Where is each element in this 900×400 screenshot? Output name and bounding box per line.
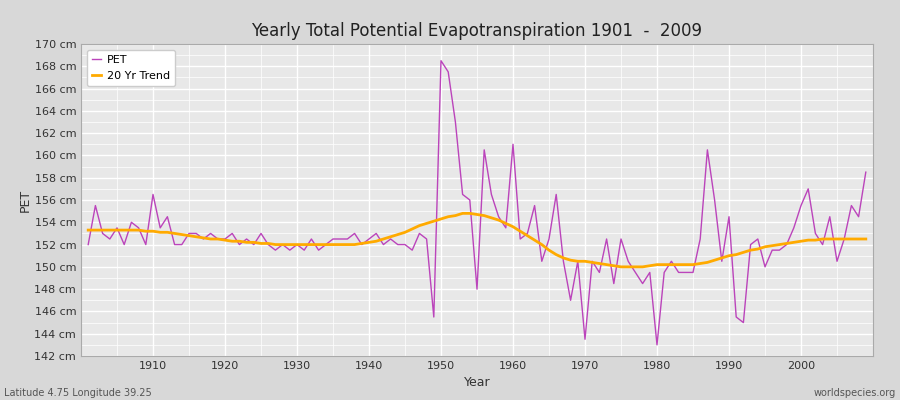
20 Yr Trend: [860, 236, 871, 241]
Text: Latitude 4.75 Longitude 39.25: Latitude 4.75 Longitude 39.25: [4, 388, 152, 398]
20 Yr Trend: [515, 229, 526, 234]
PET: [299, 248, 310, 252]
PET: [140, 242, 151, 247]
Line: 20 Yr Trend: 20 Yr Trend: [88, 213, 866, 267]
PET: [342, 236, 353, 241]
20 Yr Trend: [342, 242, 353, 247]
20 Yr Trend: [508, 224, 518, 229]
X-axis label: Year: Year: [464, 376, 490, 390]
20 Yr Trend: [140, 229, 151, 234]
20 Yr Trend: [83, 228, 94, 232]
20 Yr Trend: [457, 211, 468, 216]
PET: [652, 342, 662, 347]
PET: [83, 242, 94, 247]
PET: [508, 142, 518, 147]
20 Yr Trend: [299, 242, 310, 247]
20 Yr Trend: [601, 262, 612, 267]
PET: [601, 236, 612, 241]
Y-axis label: PET: PET: [19, 188, 32, 212]
Title: Yearly Total Potential Evapotranspiration 1901  -  2009: Yearly Total Potential Evapotranspiratio…: [251, 22, 703, 40]
Line: PET: PET: [88, 61, 866, 345]
PET: [515, 236, 526, 241]
PET: [436, 58, 446, 63]
PET: [860, 170, 871, 174]
20 Yr Trend: [616, 264, 626, 269]
Text: worldspecies.org: worldspecies.org: [814, 388, 896, 398]
Legend: PET, 20 Yr Trend: PET, 20 Yr Trend: [86, 50, 176, 86]
